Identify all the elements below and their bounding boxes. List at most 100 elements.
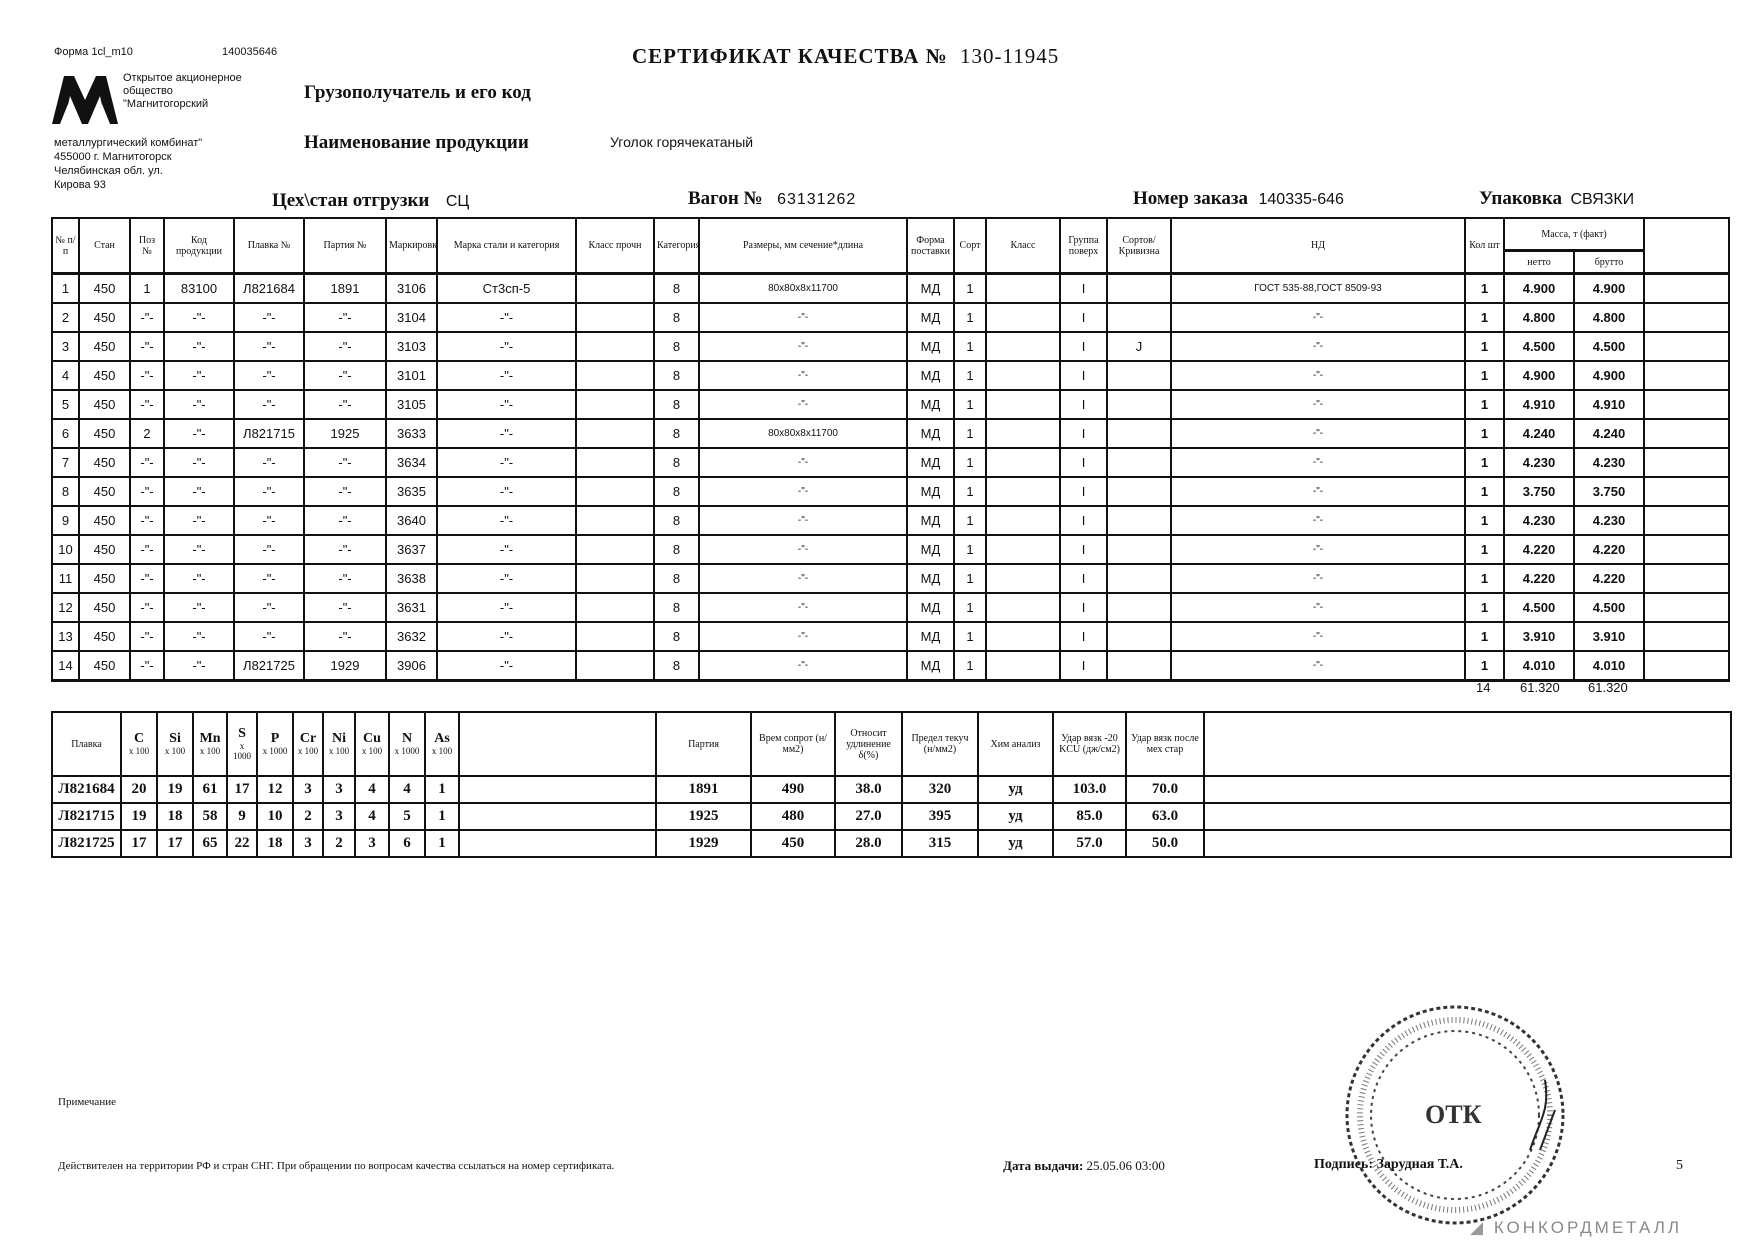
table-cell: 1 — [1464, 505, 1505, 536]
table-cell: -"- — [163, 302, 235, 333]
table-cell: 4.500 — [1503, 331, 1575, 362]
table-cell: Л821725 — [233, 650, 305, 682]
table-cell: 3632 — [385, 621, 438, 652]
table-cell: 3.910 — [1503, 621, 1575, 652]
issue-date-field: Дата выдачи: 25.05.06 03:00 — [1003, 1158, 1165, 1174]
table-cell — [985, 272, 1061, 304]
chem-cell: 17 — [120, 829, 158, 858]
table-cell — [985, 563, 1061, 594]
stamp-icon — [1345, 1005, 1565, 1225]
element-header: Cu x 100 — [354, 711, 390, 777]
table-row: 4 450 -"- -"- -"- -"- 3101 -"- 8 -"- МД 1 I -"- 1 4.900… — [51, 360, 1730, 391]
table-cell: 8 — [653, 418, 700, 449]
validity-note: Действителен на территории РФ и стран СН… — [58, 1160, 615, 1172]
wagon-field: Вагон № 63131262 — [688, 188, 856, 210]
table-cell: МД — [906, 621, 955, 652]
company-line: "Магнитогорский — [123, 98, 209, 110]
table-cell: -"- — [303, 331, 387, 362]
table-cell: -"- — [1170, 302, 1466, 333]
mech-cell: 57.0 — [1052, 829, 1127, 858]
table-cell — [1643, 534, 1730, 565]
column-header: Поз № — [129, 217, 165, 275]
element-symbol: Cr — [299, 731, 317, 746]
table-cell: 7 — [51, 447, 80, 478]
table-cell: -"- — [1170, 505, 1466, 536]
element-header: Si x 100 — [156, 711, 194, 777]
column-header — [1643, 217, 1730, 275]
table-cell — [1106, 360, 1172, 391]
table-cell: 4.500 — [1503, 592, 1575, 623]
form-label: Форма 1cl_m10 — [54, 46, 133, 58]
table-cell: 8 — [653, 534, 700, 565]
table-cell: 11 — [51, 563, 80, 594]
table-cell: МД — [906, 563, 955, 594]
table-cell: 1 — [1464, 476, 1505, 507]
table-cell: 4.900 — [1573, 360, 1645, 391]
chem-cell: 58 — [192, 802, 228, 831]
element-multiplier: x 1000 — [233, 741, 251, 761]
table-cell: -"- — [233, 592, 305, 623]
table-cell — [985, 505, 1061, 536]
table-cell: 3906 — [385, 650, 438, 682]
mech-cell: 50.0 — [1125, 829, 1205, 858]
table-cell: Л821715 — [233, 418, 305, 449]
company-line: общество — [123, 85, 173, 97]
shop-value: СЦ — [445, 193, 470, 210]
blank-cell — [458, 802, 657, 831]
table-cell: 450 — [78, 389, 131, 420]
table-cell: -"- — [129, 650, 165, 682]
chem-cell: 10 — [256, 802, 294, 831]
table-cell: -"- — [163, 447, 235, 478]
table-cell: -"- — [129, 447, 165, 478]
table-row: 12 450 -"- -"- -"- -"- 3631 -"- 8 -"- МД 1 I -"- 1 4.50… — [51, 592, 1730, 623]
blank-header — [458, 711, 657, 777]
mech-cell: 1929 — [655, 829, 752, 858]
table-cell — [575, 360, 655, 391]
table-cell: МД — [906, 418, 955, 449]
table-cell: 2 — [51, 302, 80, 333]
table-cell — [575, 621, 655, 652]
chem-cell: 3 — [292, 829, 324, 858]
table-cell — [985, 418, 1061, 449]
table-cell: -"- — [698, 592, 908, 623]
column-header: Удар вязк -20 KCU (дж/см2) — [1052, 711, 1127, 777]
table-cell: 3.910 — [1573, 621, 1645, 652]
blank-cell — [458, 829, 657, 858]
stamp-text: ОТК — [1425, 1100, 1482, 1129]
table-cell: 80х80х8х11700 — [698, 272, 908, 304]
table-cell — [1643, 650, 1730, 682]
table-cell: 1 — [953, 650, 987, 682]
company-address-block: металлургический комбинат" 455000 г. Маг… — [54, 136, 202, 192]
table-cell: -"- — [129, 534, 165, 565]
table-cell: 1 — [1464, 592, 1505, 623]
table-cell: 3637 — [385, 534, 438, 565]
mech-cell: 38.0 — [834, 775, 903, 804]
table-cell: 4 — [51, 360, 80, 391]
table-cell: 4.220 — [1503, 534, 1575, 565]
table-cell: -"- — [303, 360, 387, 391]
table-cell: 450 — [78, 360, 131, 391]
table-cell — [985, 534, 1061, 565]
table-cell: -"- — [303, 302, 387, 333]
table-cell: 1 — [953, 389, 987, 420]
table-cell — [575, 418, 655, 449]
table-cell: 83100 — [163, 272, 235, 304]
chem-cell: 65 — [192, 829, 228, 858]
table-cell: -"- — [129, 331, 165, 362]
issue-date: 25.05.06 03:00 — [1086, 1158, 1165, 1173]
table-header-row: № п/п Стан Поз № Код продукции Плавка № Парти… — [51, 217, 1730, 275]
blank-cell — [1203, 802, 1732, 831]
column-header: Класс — [985, 217, 1061, 275]
table-cell: 450 — [78, 272, 131, 304]
table-cell: -"- — [163, 592, 235, 623]
table-cell: -"- — [698, 447, 908, 478]
element-header: Mn x 100 — [192, 711, 228, 777]
mech-cell: 1891 — [655, 775, 752, 804]
table-cell — [1643, 505, 1730, 536]
table-cell: 3 — [51, 331, 80, 362]
chem-cell: 1 — [424, 829, 460, 858]
chem-cell: 3 — [322, 775, 356, 804]
mmk-logo-icon — [52, 76, 118, 124]
